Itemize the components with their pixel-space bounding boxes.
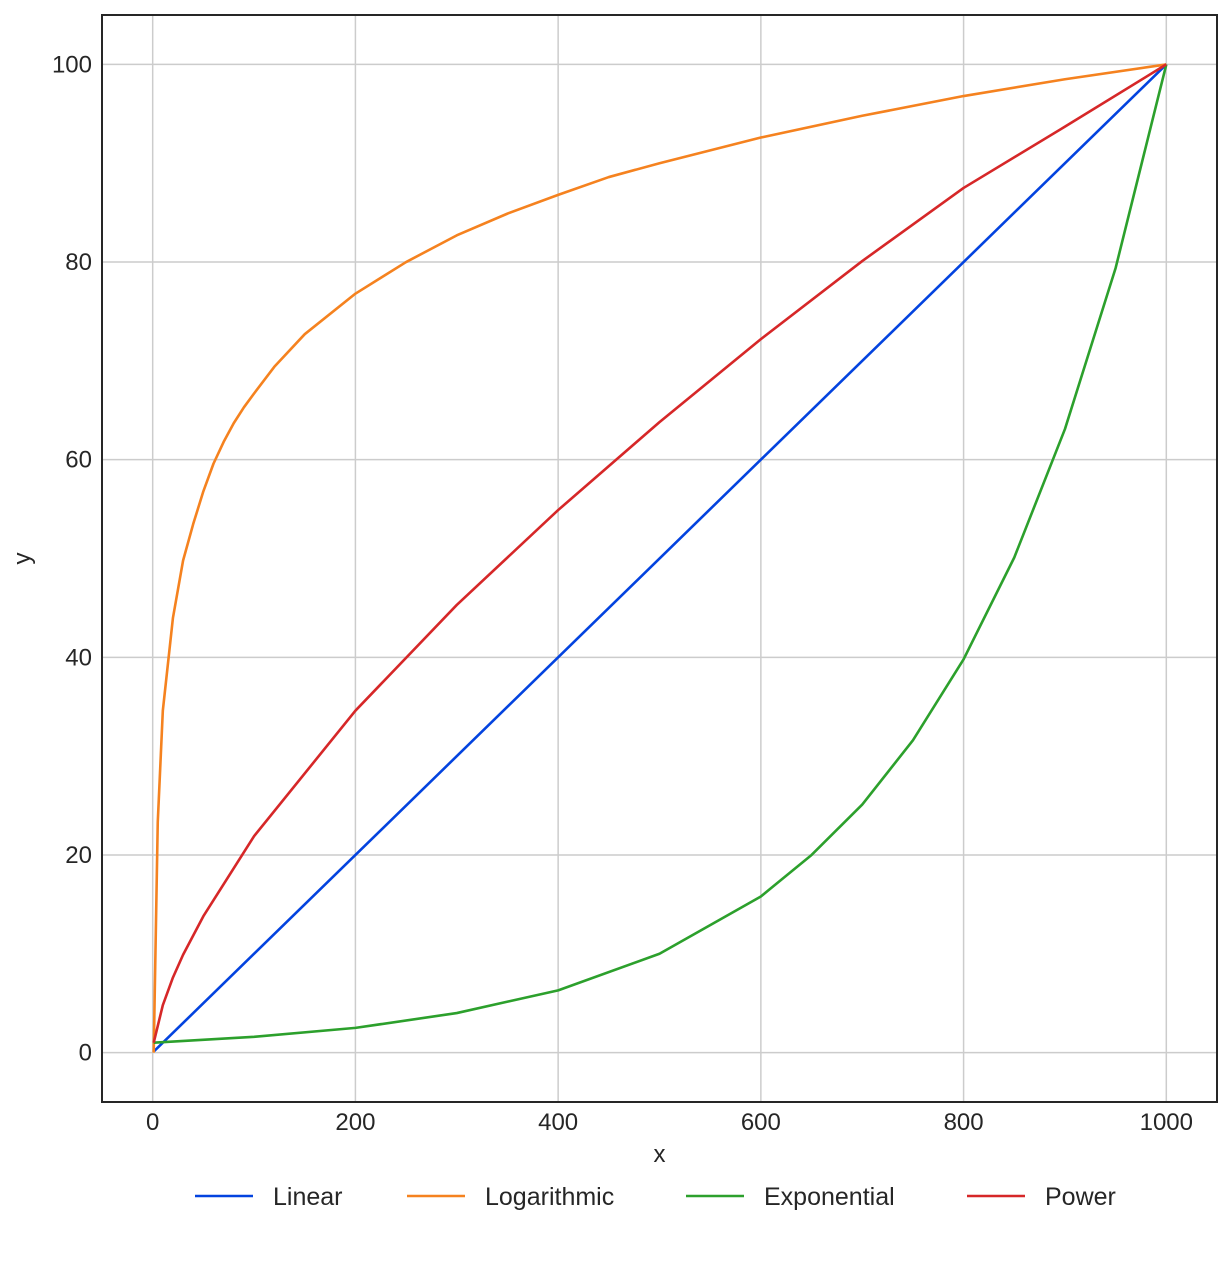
legend-label-exponential: Exponential bbox=[764, 1183, 895, 1211]
x-tick-labels: 0 200 400 600 800 1000 bbox=[146, 1109, 1193, 1136]
y-tick-label: 0 bbox=[79, 1040, 92, 1067]
x-tick-label: 800 bbox=[944, 1109, 984, 1136]
series-line-power bbox=[152, 63, 1168, 1044]
series-lines bbox=[152, 63, 1168, 1053]
legend-label-logarithmic: Logarithmic bbox=[485, 1183, 614, 1211]
y-tick-label: 20 bbox=[65, 842, 92, 869]
y-tick-label: 100 bbox=[52, 51, 92, 78]
x-tick-label: 0 bbox=[146, 1109, 159, 1136]
y-axis-label: y bbox=[9, 553, 36, 565]
x-tick-label: 200 bbox=[335, 1109, 375, 1136]
series-line-linear bbox=[152, 63, 1168, 1053]
y-tick-label: 80 bbox=[65, 249, 92, 276]
x-tick-label: 400 bbox=[538, 1109, 578, 1136]
y-tick-label: 40 bbox=[65, 644, 92, 671]
y-tick-labels: 0 20 40 60 80 100 bbox=[52, 51, 92, 1066]
legend-label-power: Power bbox=[1045, 1183, 1116, 1211]
x-tick-label: 600 bbox=[741, 1109, 781, 1136]
plot-frame bbox=[101, 14, 1218, 1103]
x-axis-label: x bbox=[654, 1141, 666, 1168]
legend: Linear Logarithmic Exponential Power bbox=[195, 1183, 1116, 1211]
series-line-exponential bbox=[153, 64, 1168, 1045]
series-line-logarithmic bbox=[152, 63, 1167, 1053]
legend-label-linear: Linear bbox=[273, 1183, 343, 1211]
x-tick-label: 1000 bbox=[1140, 1109, 1193, 1136]
y-tick-label: 60 bbox=[65, 447, 92, 474]
